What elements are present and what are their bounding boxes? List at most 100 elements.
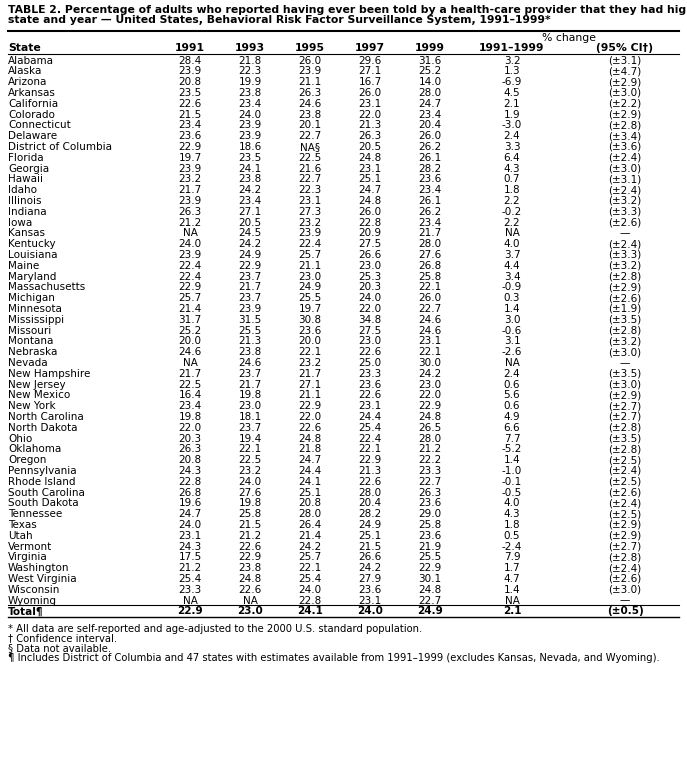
Text: Indiana: Indiana (8, 206, 47, 217)
Text: 21.7: 21.7 (298, 369, 322, 379)
Text: -5.2: -5.2 (502, 444, 522, 454)
Text: (±3.0): (±3.0) (609, 163, 642, 173)
Text: 22.0: 22.0 (298, 412, 322, 422)
Text: 24.2: 24.2 (238, 239, 262, 249)
Text: 24.0: 24.0 (179, 239, 201, 249)
Text: 31.7: 31.7 (179, 314, 201, 324)
Text: 22.6: 22.6 (359, 390, 381, 400)
Text: (±4.7): (±4.7) (609, 66, 642, 76)
Text: 24.2: 24.2 (418, 369, 442, 379)
Text: 24.3: 24.3 (179, 542, 201, 551)
Text: 24.7: 24.7 (359, 185, 381, 195)
Text: 26.3: 26.3 (179, 206, 201, 217)
Text: 22.9: 22.9 (179, 282, 201, 292)
Text: 23.4: 23.4 (418, 218, 442, 228)
Text: 29.6: 29.6 (359, 55, 381, 65)
Text: —: — (620, 358, 630, 368)
Text: 21.4: 21.4 (179, 304, 201, 314)
Text: Oklahoma: Oklahoma (8, 444, 61, 454)
Text: 24.0: 24.0 (298, 584, 322, 594)
Text: Illinois: Illinois (8, 196, 41, 206)
Text: 23.7: 23.7 (238, 423, 262, 433)
Text: 3.1: 3.1 (504, 336, 520, 346)
Text: 1.4: 1.4 (504, 584, 520, 594)
Text: 24.6: 24.6 (238, 358, 262, 368)
Text: 4.3: 4.3 (504, 509, 520, 519)
Text: 21.1: 21.1 (298, 390, 322, 400)
Text: 23.7: 23.7 (238, 272, 262, 281)
Text: (±2.4): (±2.4) (609, 153, 642, 163)
Text: 28.0: 28.0 (418, 88, 442, 98)
Text: 26.0: 26.0 (359, 88, 381, 98)
Text: Kansas: Kansas (8, 229, 45, 239)
Text: -3.0: -3.0 (502, 120, 522, 130)
Text: 22.4: 22.4 (298, 239, 322, 249)
Text: 24.0: 24.0 (238, 477, 262, 487)
Text: 23.1: 23.1 (418, 336, 442, 346)
Text: 23.9: 23.9 (238, 120, 262, 130)
Text: Georgia: Georgia (8, 163, 49, 173)
Text: (±3.0): (±3.0) (609, 88, 642, 98)
Text: (±2.7): (±2.7) (609, 401, 642, 411)
Text: (±2.9): (±2.9) (609, 110, 642, 120)
Text: 21.5: 21.5 (238, 520, 262, 530)
Text: (±3.5): (±3.5) (609, 369, 642, 379)
Text: (±2.4): (±2.4) (609, 466, 642, 476)
Text: 22.1: 22.1 (418, 347, 442, 357)
Text: Rhode Island: Rhode Island (8, 477, 76, 487)
Text: 21.4: 21.4 (298, 531, 322, 541)
Text: 26.3: 26.3 (418, 488, 442, 498)
Text: Kentucky: Kentucky (8, 239, 56, 249)
Text: 23.5: 23.5 (238, 153, 262, 163)
Text: 24.3: 24.3 (179, 466, 201, 476)
Text: (±2.8): (±2.8) (609, 272, 642, 281)
Text: -6.9: -6.9 (502, 77, 522, 87)
Text: 28.4: 28.4 (179, 55, 201, 65)
Text: 27.3: 27.3 (298, 206, 322, 217)
Text: ¶ Includes District of Columbia and 47 states with estimates available from 1991: ¶ Includes District of Columbia and 47 s… (8, 653, 660, 663)
Text: Wisconsin: Wisconsin (8, 584, 60, 594)
Text: (±3.1): (±3.1) (609, 55, 642, 65)
Text: (±3.2): (±3.2) (609, 196, 642, 206)
Text: 1999: 1999 (415, 43, 445, 53)
Text: 23.9: 23.9 (179, 196, 201, 206)
Text: -1.0: -1.0 (502, 466, 522, 476)
Text: North Carolina: North Carolina (8, 412, 84, 422)
Text: 25.8: 25.8 (418, 520, 442, 530)
Text: 26.0: 26.0 (359, 206, 381, 217)
Text: Delaware: Delaware (8, 131, 57, 141)
Text: 3.3: 3.3 (504, 142, 520, 152)
Text: (±3.0): (±3.0) (609, 347, 642, 357)
Text: 23.6: 23.6 (359, 380, 381, 390)
Text: 22.8: 22.8 (298, 595, 322, 605)
Text: South Dakota: South Dakota (8, 499, 78, 509)
Text: Missouri: Missouri (8, 325, 52, 335)
Text: 29.0: 29.0 (418, 509, 442, 519)
Text: 28.0: 28.0 (418, 433, 442, 443)
Text: 22.7: 22.7 (298, 174, 322, 184)
Text: South Carolina: South Carolina (8, 488, 85, 498)
Text: NA§: NA§ (300, 142, 320, 152)
Text: 22.9: 22.9 (418, 563, 442, 573)
Text: 23.8: 23.8 (238, 347, 262, 357)
Text: 25.1: 25.1 (359, 174, 381, 184)
Text: 23.4: 23.4 (179, 401, 201, 411)
Text: 24.0: 24.0 (359, 293, 381, 303)
Text: 21.2: 21.2 (238, 531, 262, 541)
Text: 23.0: 23.0 (237, 606, 263, 617)
Text: 24.2: 24.2 (298, 542, 322, 551)
Text: (±3.5): (±3.5) (609, 314, 642, 324)
Text: Louisiana: Louisiana (8, 250, 58, 260)
Text: 20.8: 20.8 (179, 455, 201, 465)
Text: Minnesota: Minnesota (8, 304, 62, 314)
Text: (±1.9): (±1.9) (609, 304, 642, 314)
Text: 19.9: 19.9 (238, 77, 262, 87)
Text: 28.2: 28.2 (418, 163, 442, 173)
Text: § Data not available.: § Data not available. (8, 643, 111, 653)
Text: 3.0: 3.0 (504, 314, 520, 324)
Text: Idaho: Idaho (8, 185, 37, 195)
Text: 23.4: 23.4 (238, 99, 262, 109)
Text: 24.8: 24.8 (418, 584, 442, 594)
Text: District of Columbia: District of Columbia (8, 142, 112, 152)
Text: 3.7: 3.7 (504, 250, 520, 260)
